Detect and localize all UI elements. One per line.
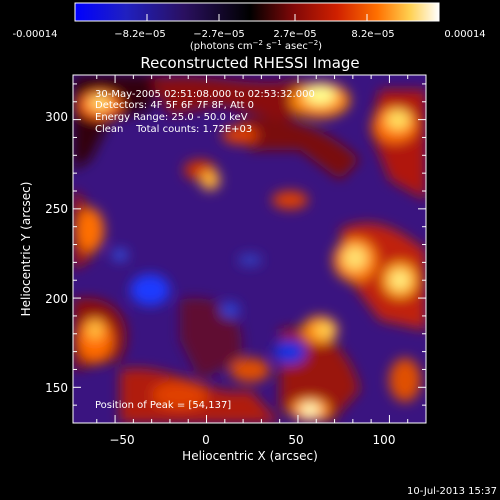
- x-tick-label: 0: [202, 433, 210, 447]
- colorbar-tick-labels: -0.00014 −8.2e−05 −2.7e−05 2.7e−05 8.2e−…: [13, 29, 486, 40]
- x-axis-label: Heliocentric X (arcsec): [182, 449, 318, 463]
- x-tick-labels: −50 0 50 100: [109, 433, 395, 447]
- x-axis-ticks: [96, 75, 427, 423]
- y-tick-label: 200: [45, 292, 68, 306]
- y-tick-label: 250: [45, 202, 68, 216]
- x-tick-label: −50: [109, 433, 134, 447]
- colorbar-tick-label: −2.7e−05: [193, 29, 245, 40]
- footer-timestamp: 10-Jul-2013 15:37: [407, 486, 497, 497]
- info-line-time: 30-May-2005 02:51:08.000 to 02:53:32.000: [95, 89, 315, 100]
- colorbar-tick-label: −8.2e−05: [114, 29, 166, 40]
- plot-frame: [72, 74, 427, 424]
- chart-title: Reconstructed RHESSI Image: [140, 54, 359, 72]
- x-tick-label: 100: [373, 433, 396, 447]
- peak-position-label: Position of Peak = [54,137]: [95, 400, 231, 411]
- info-block: 30-May-2005 02:51:08.000 to 02:53:32.000…: [95, 89, 315, 135]
- y-tick-label: 300: [45, 110, 68, 124]
- y-tick-label: 150: [45, 381, 68, 395]
- y-axis-label: Heliocentric Y (arcsec): [19, 182, 33, 317]
- colorbar-unit-label: (photons cm−2 s−1 asec−2): [190, 39, 322, 52]
- heatmap-image: [73, 75, 426, 423]
- y-axis-ticks: [73, 83, 426, 424]
- x-tick-label: 50: [288, 433, 303, 447]
- info-line-energy: Energy Range: 25.0 - 50.0 keV: [95, 112, 248, 123]
- colorbar-tick-label: -0.00014: [13, 29, 58, 40]
- colorbar-tick-label: 0.00014: [444, 29, 485, 40]
- colorbar-tick-label: 2.7e−05: [273, 29, 316, 40]
- colorbar-ticks: [74, 14, 440, 21]
- info-line-detectors: Detectors: 4F 5F 6F 7F 8F, Att 0: [95, 100, 254, 111]
- colorbar: [74, 2, 440, 22]
- colorbar-tick-label: 8.2e−05: [351, 29, 394, 40]
- info-line-counts: Clean Total counts: 1.72E+03: [95, 124, 252, 135]
- y-tick-labels: 150 200 250 300: [45, 110, 68, 395]
